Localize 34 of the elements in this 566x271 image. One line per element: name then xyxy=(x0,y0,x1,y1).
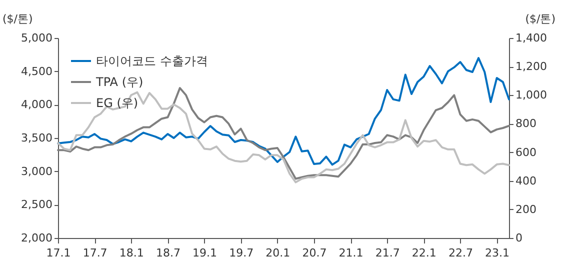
x-tick-label: 21.7 xyxy=(375,246,400,260)
x-tick-label: 23.1 xyxy=(485,246,510,260)
legend-label: TPA (우) xyxy=(95,75,144,89)
x-tick-label: 17.1 xyxy=(46,246,71,260)
x-tick-label: 22.7 xyxy=(448,246,473,260)
y-tick-label: 4,500 xyxy=(21,64,52,78)
y-tick-label: 5,000 xyxy=(21,32,52,44)
y2-axis-title: ($/톤) xyxy=(525,12,556,26)
x-tick-label: 18.1 xyxy=(119,246,144,260)
x-tick-label: 19.1 xyxy=(192,246,218,260)
y-tick-label: 4,000 xyxy=(21,98,52,112)
y2-tick-label: 1,000 xyxy=(516,88,547,102)
y-tick-label: 2,500 xyxy=(21,198,52,212)
y-tick-label: 3,000 xyxy=(21,164,52,178)
y2-tick-label: 400 xyxy=(516,174,536,188)
y2-tick-label: 800 xyxy=(516,117,536,130)
y-tick-label: 3,500 xyxy=(21,132,52,144)
line-series xyxy=(57,57,510,166)
x-tick-label: 20.1 xyxy=(266,246,290,260)
y2-tick-label: 0 xyxy=(516,232,522,244)
y2-tick-label: 600 xyxy=(516,146,536,159)
y-tick-label: 2,000 xyxy=(21,232,52,244)
x-tick-label: 22.1 xyxy=(412,246,436,260)
x-tick-label: 20.7 xyxy=(302,246,327,260)
y2-tick-label: 200 xyxy=(516,202,536,216)
legend-label: EG (우) xyxy=(96,96,138,110)
y2-tick-label: 1,200 xyxy=(516,60,547,74)
legend-label: 타이어코드 수출가격 xyxy=(96,54,208,68)
x-tick-label: 21.1 xyxy=(338,246,364,260)
y-axis-title: ($/톤) xyxy=(2,12,33,26)
x-tick-label: 19.7 xyxy=(229,246,254,260)
x-tick-label: 17.7 xyxy=(82,246,108,260)
y2-tick-label: 1,400 xyxy=(516,32,547,44)
x-tick-label: 18.7 xyxy=(156,246,180,260)
